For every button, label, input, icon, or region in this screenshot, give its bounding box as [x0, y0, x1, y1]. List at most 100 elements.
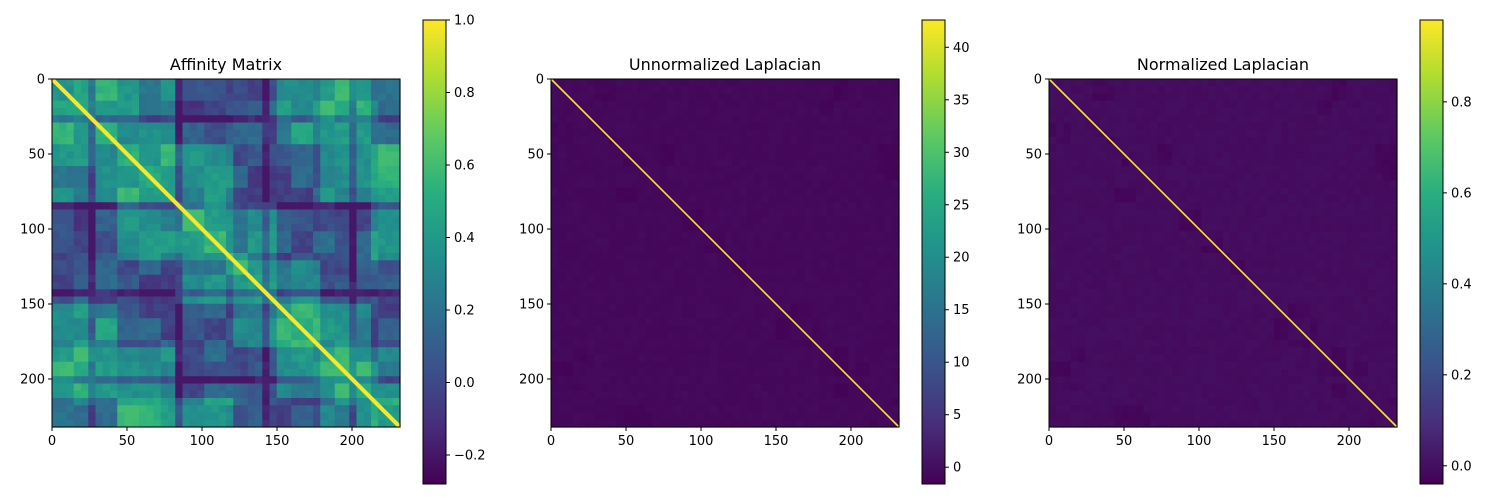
heatmap-cell — [884, 318, 893, 327]
heatmap-cell — [812, 115, 820, 124]
heatmap-cell — [717, 238, 726, 247]
heatmap-cell — [870, 166, 878, 174]
heatmap-cell — [688, 383, 697, 392]
heatmap-cell — [674, 187, 683, 196]
heatmap-cell — [884, 419, 893, 428]
heatmap-cell — [594, 238, 603, 247]
heatmap-cell — [240, 282, 249, 290]
heatmap-cell — [131, 173, 140, 182]
heatmap-cell — [790, 93, 799, 102]
heatmap-cell — [667, 93, 675, 102]
heatmap-cell — [855, 151, 864, 160]
heatmap-cell — [385, 166, 394, 174]
heatmap-cell — [630, 108, 639, 116]
heatmap-cell — [877, 224, 886, 232]
heatmap-cell — [572, 195, 581, 203]
heatmap-cell — [66, 419, 75, 428]
heatmap-cell — [572, 361, 581, 370]
heatmap-cell — [877, 318, 886, 327]
heatmap-cell — [131, 216, 140, 225]
heatmap-cell — [276, 390, 285, 399]
heatmap-cell — [189, 390, 198, 399]
heatmap-cell — [110, 173, 118, 182]
heatmap-cell — [385, 129, 394, 138]
heatmap-cell — [356, 216, 365, 225]
heatmap-cell — [652, 340, 661, 348]
heatmap-cell — [616, 405, 625, 414]
heatmap-cell — [226, 238, 234, 247]
heatmap-cell — [891, 216, 900, 225]
heatmap-cell — [342, 216, 350, 225]
heatmap-cell — [848, 173, 857, 182]
heatmap-cell — [884, 274, 893, 283]
heatmap-cell — [305, 325, 314, 334]
heatmap-cell — [1382, 115, 1391, 124]
heatmap-cell — [81, 354, 89, 363]
heatmap-cell — [342, 209, 350, 218]
heatmap-cell — [884, 115, 893, 124]
heatmap-cell — [551, 151, 559, 160]
heatmap-cell — [1157, 100, 1166, 109]
heatmap-cell — [226, 100, 234, 109]
heatmap-cell — [131, 412, 140, 421]
heatmap-cell — [313, 267, 321, 276]
heatmap-cell — [870, 144, 878, 153]
heatmap-cell — [841, 187, 849, 196]
heatmap-cell — [102, 158, 111, 167]
heatmap-cell — [327, 282, 336, 290]
heatmap-cell — [848, 209, 857, 218]
heatmap-cell — [168, 412, 176, 421]
heatmap-cell — [761, 296, 770, 305]
heatmap-cell — [775, 369, 784, 377]
heatmap-cell — [645, 144, 654, 153]
heatmap-cell — [551, 318, 559, 327]
heatmap-cell — [124, 122, 133, 131]
heatmap-cell — [262, 303, 271, 312]
heatmap-cell — [218, 238, 227, 247]
heatmap-cell — [616, 412, 625, 421]
heatmap-cell — [1121, 79, 1130, 87]
heatmap-cell — [356, 195, 365, 203]
heatmap-cell — [1128, 115, 1137, 124]
heatmap-cell — [95, 332, 104, 341]
heatmap-cell — [819, 296, 828, 305]
heatmap-cell — [1056, 93, 1065, 102]
heatmap-cell — [226, 151, 234, 160]
heatmap-cell — [717, 347, 726, 356]
heatmap-cell — [565, 332, 574, 341]
heatmap-cell — [327, 173, 336, 182]
heatmap-cell — [797, 122, 806, 131]
heatmap-cell — [732, 282, 741, 290]
heatmap-cell — [66, 231, 75, 240]
heatmap-cell — [1049, 93, 1057, 102]
heatmap-cell — [884, 180, 893, 189]
heatmap-cell — [688, 86, 697, 95]
heatmap-cell — [862, 86, 871, 95]
heatmap-cell — [52, 311, 60, 319]
heatmap-cell — [775, 173, 784, 182]
heatmap-cell — [616, 361, 625, 370]
colorbar-tick-label: 10 — [953, 356, 970, 371]
heatmap-cell — [1070, 115, 1079, 124]
heatmap-cell — [160, 129, 169, 138]
heatmap-cell — [717, 253, 726, 261]
heatmap-cell — [52, 303, 60, 312]
heatmap-cell — [81, 173, 89, 182]
heatmap-cell — [826, 412, 835, 421]
heatmap-cell — [81, 369, 89, 377]
heatmap-cell — [95, 274, 104, 283]
heatmap-cell — [841, 361, 849, 370]
heatmap-cell — [81, 224, 89, 232]
heatmap-cell — [385, 187, 394, 196]
heatmap-cell — [558, 274, 567, 283]
heatmap-cell — [717, 383, 726, 392]
heatmap-cell — [652, 137, 661, 145]
heatmap-cell — [848, 216, 857, 225]
heatmap-cell — [363, 398, 372, 406]
heatmap-cell — [124, 238, 133, 247]
heatmap-cell — [378, 369, 387, 377]
heatmap-cell — [247, 376, 256, 385]
heatmap-cell — [73, 195, 82, 203]
heatmap-cell — [580, 369, 588, 377]
heatmap-cell — [313, 166, 321, 174]
